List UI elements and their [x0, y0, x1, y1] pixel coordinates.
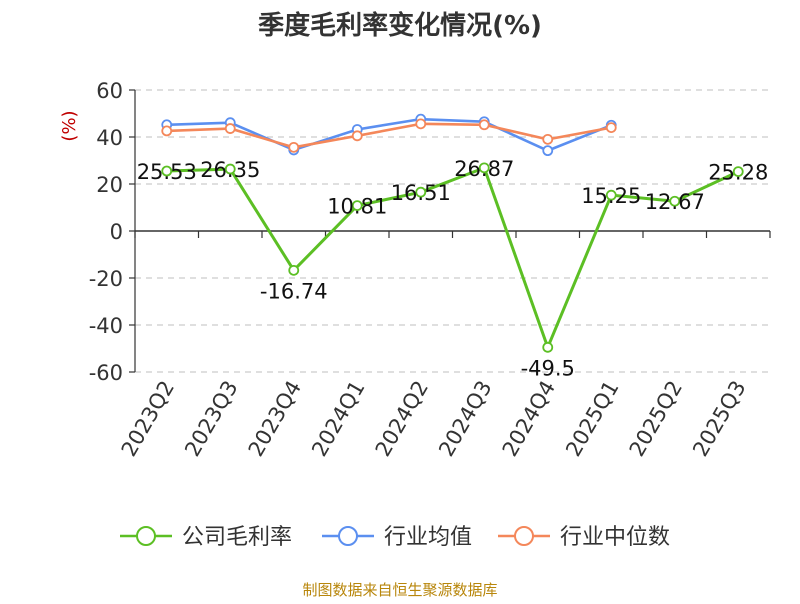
x-tick-label: 2023Q2 — [117, 377, 179, 461]
series-point[interactable] — [351, 200, 363, 211]
y-tick-label: -40 — [89, 314, 123, 338]
legend-label: 公司毛利率 — [182, 525, 292, 550]
y-tick-label: 0 — [110, 220, 123, 244]
legend[interactable]: 公司毛利率 行业均值 行业中位数 — [120, 525, 670, 550]
series-point[interactable] — [669, 195, 681, 207]
data-label: 26.87 — [454, 157, 514, 181]
series-layer — [161, 113, 744, 353]
x-tick-label: 2025Q2 — [625, 377, 687, 461]
series-line — [166, 117, 612, 152]
y-tick-label: 20 — [96, 173, 123, 197]
legend-marker — [338, 526, 358, 546]
legend-label: 行业均值 — [384, 525, 472, 550]
series-point[interactable] — [415, 118, 427, 130]
series-line — [166, 122, 612, 149]
data-label: -16.74 — [260, 279, 328, 303]
legend-item[interactable]: 行业均值 — [322, 525, 472, 550]
data-label: 16.51 — [391, 181, 451, 205]
legend-marker — [514, 526, 534, 546]
data-label: 15.25 — [581, 184, 641, 208]
legend-item[interactable]: 公司毛利率 — [120, 525, 292, 550]
x-tick-label: 2023Q4 — [244, 377, 306, 461]
x-tick-label: 2024Q4 — [498, 377, 560, 461]
data-label: 26.35 — [200, 158, 260, 182]
y-tick-label: -60 — [89, 361, 123, 385]
data-label: 10.81 — [327, 195, 387, 219]
x-tick-label: 2024Q3 — [434, 377, 496, 461]
axis-layer: -60 -40 -20 0 20 40 60 2023Q2 2023Q3 2023Q4 2024Q1… — [89, 79, 771, 461]
series-point[interactable] — [605, 189, 617, 201]
series-point[interactable] — [478, 119, 490, 131]
data-label: -49.5 — [521, 356, 575, 380]
x-tick-label: 2023Q3 — [180, 377, 242, 461]
series-point[interactable] — [542, 145, 554, 157]
series-point[interactable] — [161, 165, 173, 177]
data-label: 25.53 — [137, 160, 197, 184]
y-axis-label: (%) — [59, 110, 80, 141]
series-point[interactable] — [542, 133, 554, 145]
chart-title: 季度毛利率变化情况(%) — [258, 10, 542, 41]
series-point[interactable] — [288, 264, 300, 276]
y-tick-label: -20 — [89, 267, 123, 291]
series-point[interactable] — [478, 162, 490, 174]
series-point[interactable] — [605, 122, 617, 133]
series-line — [166, 166, 739, 349]
series-point[interactable] — [732, 166, 744, 177]
legend-marker — [136, 526, 156, 546]
data-label: 12.67 — [645, 190, 705, 214]
x-tick-label: 2025Q3 — [688, 377, 750, 461]
series-point[interactable] — [351, 130, 363, 142]
series-point[interactable] — [161, 125, 173, 137]
x-tick-label: 2024Q1 — [307, 377, 369, 461]
series-point[interactable] — [415, 186, 427, 198]
series-point[interactable] — [224, 163, 236, 175]
legend-item[interactable]: 行业中位数 — [498, 525, 670, 550]
series-point[interactable] — [224, 123, 236, 134]
x-tick-label: 2025Q1 — [561, 377, 623, 461]
data-source-note: 制图数据来自恒生聚源数据库 — [302, 581, 497, 599]
data-label: 25.28 — [708, 161, 768, 185]
series-point[interactable] — [288, 141, 300, 153]
series-point[interactable] — [542, 341, 554, 353]
x-tick-label: 2024Q2 — [371, 377, 433, 461]
y-tick-label: 60 — [96, 79, 123, 103]
legend-label: 行业中位数 — [560, 525, 670, 550]
grid-layer — [135, 89, 770, 373]
y-tick-label: 40 — [96, 126, 123, 150]
